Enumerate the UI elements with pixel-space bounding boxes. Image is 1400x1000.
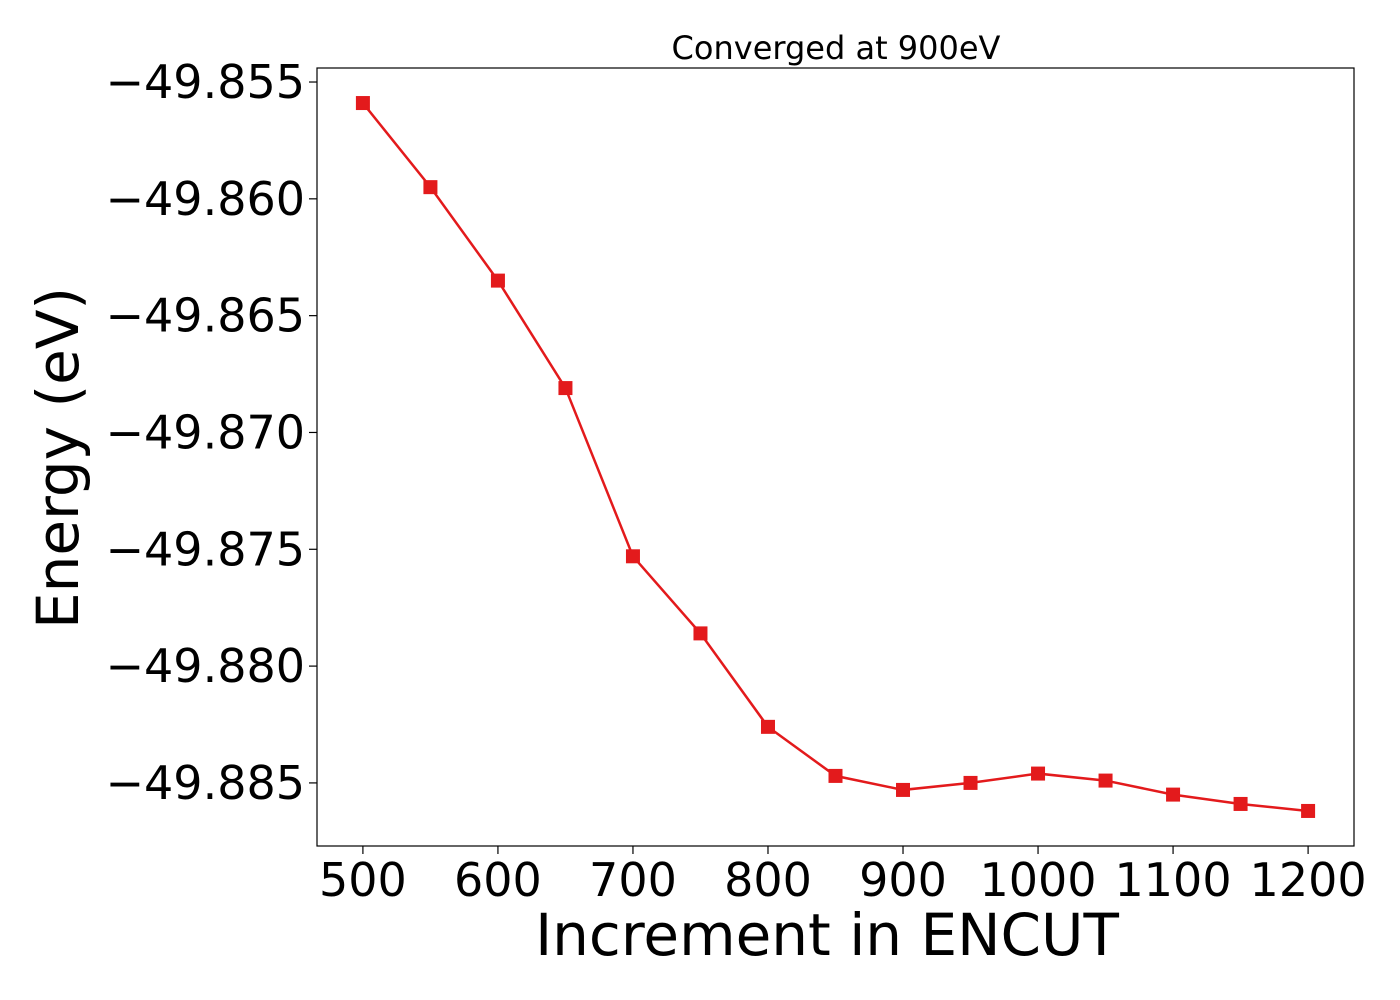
data-point <box>625 549 640 564</box>
x-axis-title: Increment in ENCUT <box>535 901 1119 969</box>
x-tick-label: 500 <box>319 853 407 907</box>
y-tick-label: −49.860 <box>106 172 306 226</box>
data-point <box>1166 787 1181 802</box>
chart-title: Converged at 900eV <box>672 29 1001 67</box>
plot-frame <box>316 67 1355 847</box>
y-tick-label: −49.885 <box>106 756 306 810</box>
data-point <box>828 768 843 783</box>
y-tick-label: −49.865 <box>106 289 306 343</box>
x-tick-label: 800 <box>724 853 812 907</box>
data-point <box>1098 773 1113 788</box>
data-point <box>963 775 978 790</box>
x-tick-label: 900 <box>859 853 947 907</box>
x-tick-label: 700 <box>589 853 677 907</box>
x-tick-label: 1200 <box>1250 853 1367 907</box>
data-point <box>693 626 708 641</box>
data-point <box>760 719 775 734</box>
data-point <box>1031 766 1046 781</box>
data-point <box>1233 796 1248 811</box>
data-point <box>558 381 573 396</box>
x-tick-label: 600 <box>454 853 542 907</box>
data-point <box>896 782 911 797</box>
x-tick-label: 1100 <box>1115 853 1232 907</box>
axis-ticks: 500 600 700 800 900 1000 1100 1200 −49.855 −49.86… <box>106 55 1367 907</box>
data-series <box>355 96 1316 818</box>
x-tick-label: 1000 <box>980 853 1097 907</box>
y-tick-label: −49.875 <box>106 522 306 576</box>
data-point <box>490 273 505 288</box>
y-tick-label: −49.855 <box>106 55 306 109</box>
data-point <box>1301 803 1316 818</box>
data-point <box>423 180 438 195</box>
y-axis-title: Energy (eV) <box>24 287 92 629</box>
data-point <box>355 96 370 111</box>
y-tick-label: −49.870 <box>106 405 306 459</box>
y-tick-label: −49.880 <box>106 639 306 693</box>
